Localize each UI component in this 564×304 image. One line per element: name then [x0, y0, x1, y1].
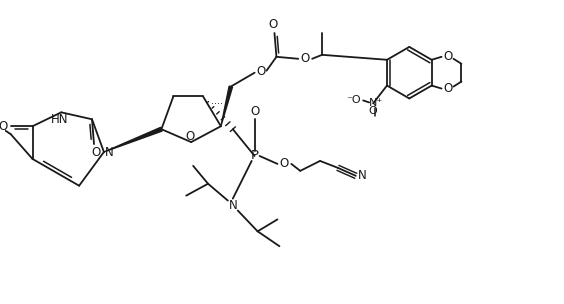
Text: O: O	[301, 52, 310, 65]
Text: P: P	[250, 150, 259, 162]
Text: O: O	[91, 146, 100, 158]
Text: O: O	[256, 65, 265, 78]
Polygon shape	[104, 127, 162, 152]
Text: O: O	[443, 50, 452, 63]
Text: HN: HN	[51, 113, 68, 126]
Text: N⁺: N⁺	[369, 98, 383, 109]
Text: O: O	[269, 18, 278, 31]
Text: N: N	[358, 169, 367, 182]
Text: O: O	[280, 157, 289, 171]
Text: N: N	[104, 146, 113, 158]
Polygon shape	[221, 86, 232, 126]
Text: ⁻O: ⁻O	[346, 95, 360, 105]
Text: O: O	[369, 106, 377, 116]
Text: N: N	[228, 199, 237, 212]
Text: O: O	[0, 120, 7, 133]
Text: ····: ····	[211, 99, 223, 109]
Text: O: O	[250, 105, 259, 118]
Text: O: O	[186, 130, 195, 143]
Text: O: O	[443, 82, 452, 95]
